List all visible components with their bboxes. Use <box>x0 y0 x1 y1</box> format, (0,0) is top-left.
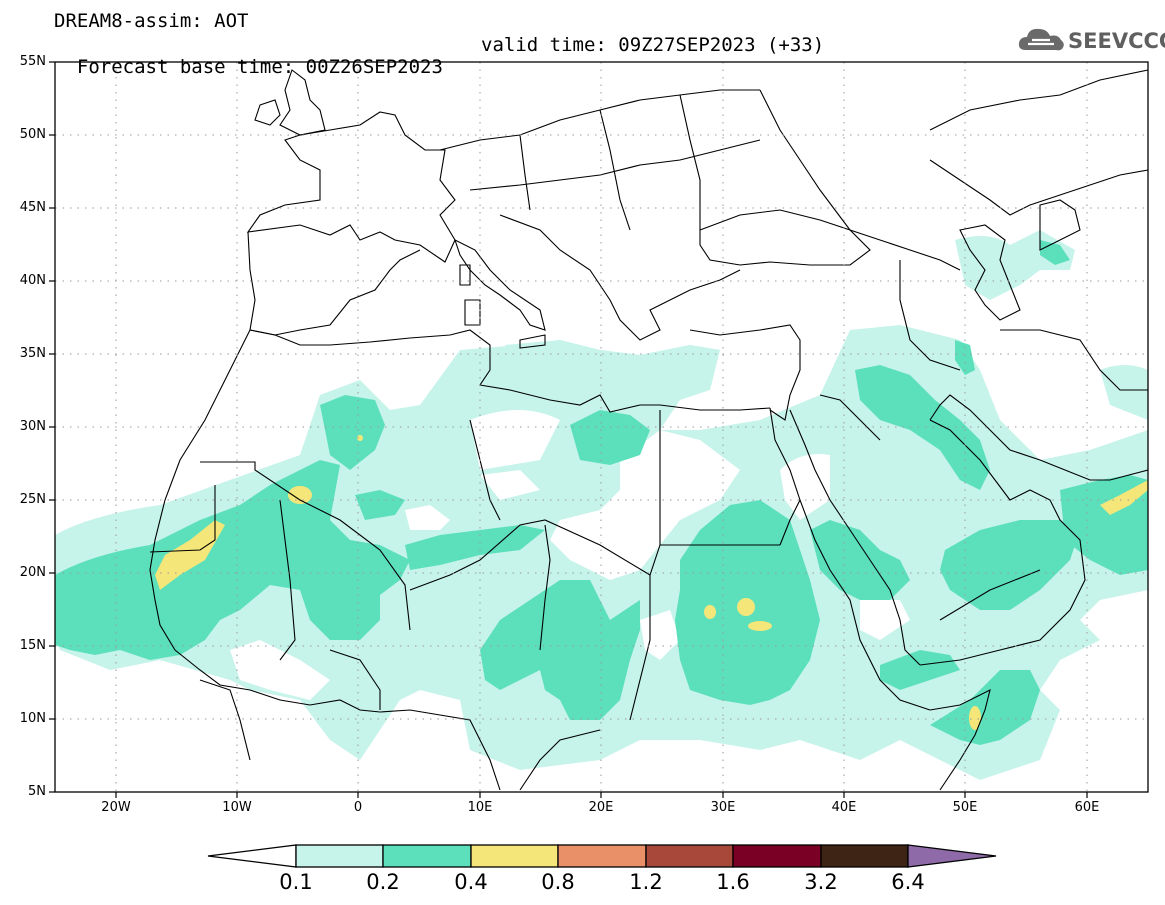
colorbar-min-arrow <box>207 844 297 868</box>
lon-label: 30E <box>710 800 736 815</box>
colorbar-swatch <box>557 844 647 868</box>
colorbar-label: 3.2 <box>804 870 838 894</box>
lon-label: 0 <box>353 800 363 815</box>
colorbar-label: 0.4 <box>454 870 488 894</box>
lat-label: 45N <box>19 200 46 215</box>
lat-label: 20N <box>19 565 46 580</box>
aot-layer-0.4 <box>155 435 1148 730</box>
graticule <box>55 62 1148 792</box>
lat-label: 40N <box>19 273 46 288</box>
lon-label: 10E <box>467 800 493 815</box>
valid-time: valid time: 09Z27SEP2023 (+33) <box>481 34 825 56</box>
colorbar-label: 0.2 <box>366 870 400 894</box>
logo-text: SEEVCCC <box>1068 29 1165 53</box>
lon-label: 10W <box>222 800 252 815</box>
lat-label: 35N <box>19 346 46 361</box>
lat-label: 30N <box>19 419 46 434</box>
lat-label: 50N <box>19 127 46 142</box>
colorbar-label: 1.6 <box>716 870 750 894</box>
colorbar-max-arrow <box>907 844 997 868</box>
lat-label: 55N <box>19 54 46 69</box>
lon-label: 50E <box>952 800 978 815</box>
colorbar-label: 1.2 <box>629 870 663 894</box>
colorbar-swatch <box>645 844 734 868</box>
lon-label: 20E <box>588 800 614 815</box>
cloud-icon <box>1018 28 1064 51</box>
colorbar-swatch <box>820 844 909 868</box>
aot-gap <box>230 410 910 700</box>
lon-label: 20W <box>101 800 131 815</box>
colorbar-swatch <box>732 844 822 868</box>
colorbar-swatch <box>295 844 384 868</box>
lat-label: 15N <box>19 638 46 653</box>
seevccc-logo: SEEVCCC <box>1018 24 1165 56</box>
lat-label: 25N <box>19 492 46 507</box>
colorbar-label: 0.1 <box>279 870 313 894</box>
map-title: DREAM8-assim: AOT <box>54 10 249 32</box>
lon-label: 40E <box>831 800 857 815</box>
forecast-times: Forecast base time: 00Z26SEP2023 valid t… <box>54 34 824 100</box>
colorbar-swatch <box>382 844 472 868</box>
axis-ticks <box>49 61 1088 798</box>
colorbar-label: 0.8 <box>541 870 575 894</box>
coastlines <box>149 69 1148 791</box>
colorbar-swatch <box>470 844 559 868</box>
lat-label: 10N <box>19 711 46 726</box>
lat-label: 5N <box>28 784 46 799</box>
lon-label: 60E <box>1074 800 1100 815</box>
colorbar-label: 6.4 <box>891 870 925 894</box>
